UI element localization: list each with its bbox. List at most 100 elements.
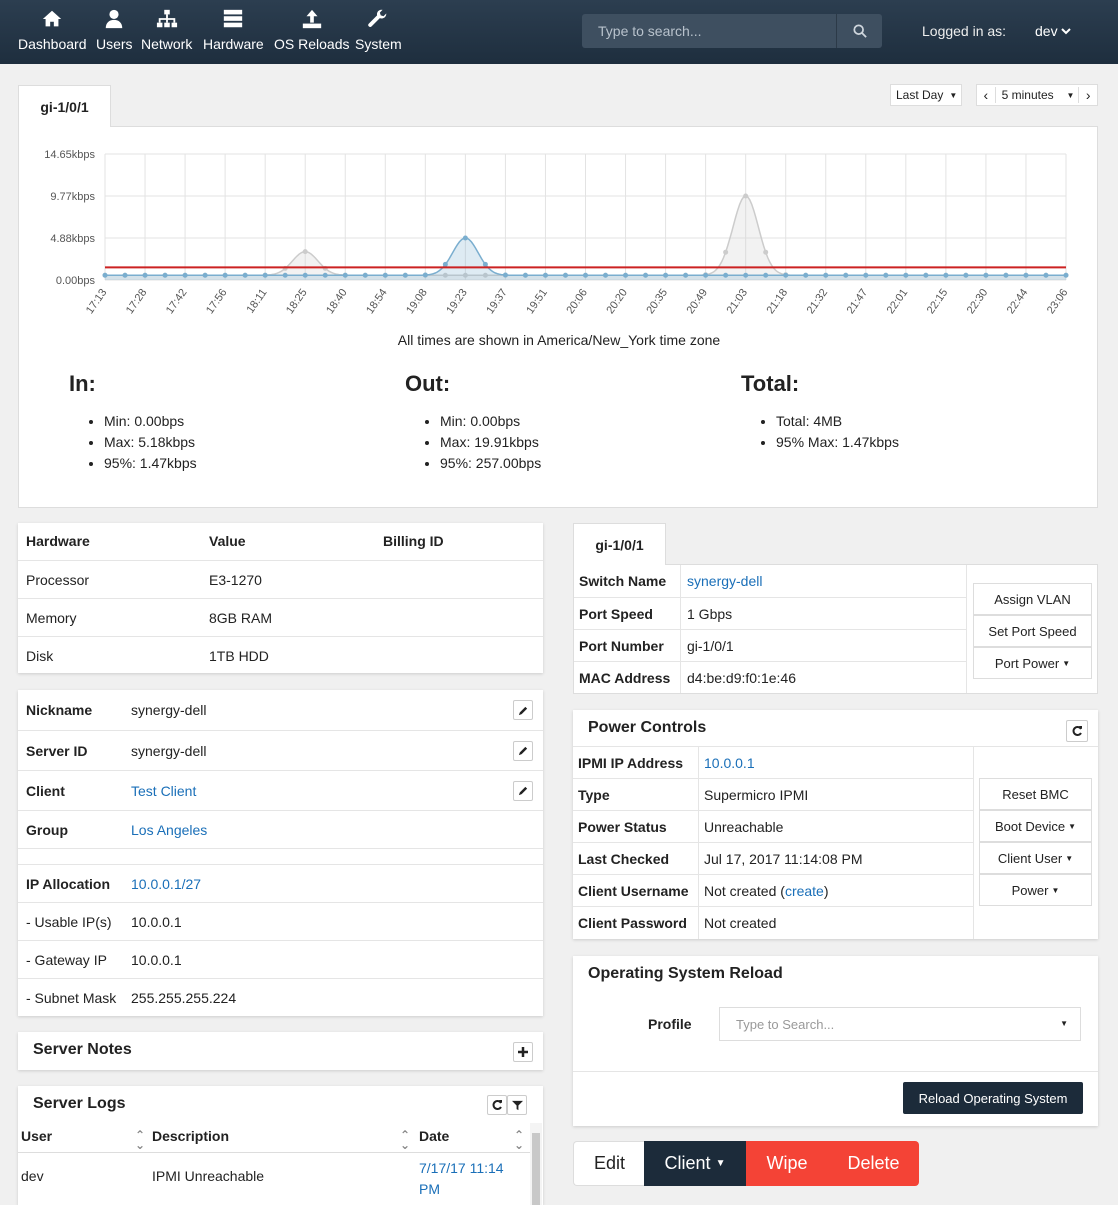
data-point <box>122 272 128 278</box>
client-password-row: Client Password Not created <box>573 906 973 939</box>
server-id-label: Server ID <box>26 742 88 759</box>
logs-header-date[interactable]: Date ⌃ ⌄ <box>419 1128 528 1151</box>
client-link[interactable]: Test Client <box>131 782 197 799</box>
nav-os-reloads[interactable]: OS Reloads <box>274 8 349 52</box>
switch-name-row: Switch Name synergy-dell <box>574 565 967 597</box>
server-info-card: Nickname synergy-dell Server ID synergy-… <box>18 690 543 1016</box>
usable-ip-value: 10.0.0.1 <box>131 913 182 930</box>
wipe-button[interactable]: Wipe <box>746 1141 828 1186</box>
client-user-label: Client User <box>997 850 1063 866</box>
range-select[interactable]: Last Day ▼ <box>890 84 962 106</box>
refresh-logs-button[interactable] <box>487 1095 507 1115</box>
ip-allocation-link[interactable]: 10.0.0.1/27 <box>131 875 202 892</box>
data-point <box>102 272 108 278</box>
tab-port-graph[interactable]: gi-1/0/1 <box>18 85 111 127</box>
os-reload-title: Operating System Reload <box>588 965 783 982</box>
nav-dashboard[interactable]: Dashboard <box>18 8 87 52</box>
data-point <box>522 272 528 278</box>
wipe-label: Wipe <box>766 1153 808 1173</box>
caret-down-icon: ▼ <box>715 1158 726 1169</box>
x-tick-label: 19:51 <box>524 287 550 316</box>
filter-logs-button[interactable] <box>507 1095 527 1115</box>
upload-icon <box>302 9 321 29</box>
filter-icon <box>511 1100 523 1110</box>
data-point <box>302 249 308 255</box>
user-menu[interactable]: dev <box>1035 23 1072 39</box>
refresh-icon <box>1072 726 1082 736</box>
nav-network[interactable]: Network <box>141 8 192 52</box>
edit-nickname-button[interactable] <box>513 700 533 720</box>
client-menu-label: Client <box>664 1153 711 1173</box>
hardware-value: E3-1270 <box>209 571 262 588</box>
logs-header-description[interactable]: Description ⌃ ⌄ <box>152 1128 414 1151</box>
nav-hardware-label: Hardware <box>203 36 264 52</box>
search-icon <box>852 24 867 38</box>
log-date-link[interactable]: 7/17/17 11:14 PM <box>419 1160 504 1197</box>
log-user: dev <box>21 1168 44 1184</box>
boot-device-button[interactable]: Boot Device ▼ <box>979 810 1092 842</box>
tab-port-graph-label: gi-1/0/1 <box>40 98 89 115</box>
logs-header-user[interactable]: User ⌃ ⌄ <box>21 1128 149 1151</box>
client-username-label: Client Username <box>578 882 689 899</box>
hardware-card: Hardware Value Billing ID Processor E3-1… <box>18 523 543 673</box>
reset-bmc-button[interactable]: Reset BMC <box>979 778 1092 810</box>
data-point <box>683 272 689 278</box>
stats-out-max: Max: 19.91kbps <box>440 432 541 453</box>
nav-system[interactable]: System <box>355 8 402 52</box>
edit-client-button[interactable] <box>513 780 533 801</box>
nav-users[interactable]: Users <box>96 8 133 52</box>
port-power-button[interactable]: Port Power ▼ <box>973 647 1092 679</box>
boot-device-label: Boot Device <box>994 818 1066 834</box>
logs-header-date-label: Date <box>419 1128 450 1144</box>
edit-server-id-button[interactable] <box>513 740 533 761</box>
username: dev <box>1035 23 1058 39</box>
assign-vlan-button[interactable]: Assign VLAN <box>973 583 1092 615</box>
profile-label: Profile <box>648 1016 692 1032</box>
reload-os-button[interactable]: Reload Operating System <box>903 1082 1083 1114</box>
interval-value[interactable]: 5 minutes <box>1001 88 1054 102</box>
table-row: Disk 1TB HDD <box>18 636 543 674</box>
data-point <box>342 272 348 278</box>
refresh-power-button[interactable] <box>1066 720 1088 742</box>
client-user-button[interactable]: Client User ▼ <box>979 842 1092 874</box>
ipmi-link[interactable]: 10.0.0.1 <box>704 754 755 771</box>
create-client-user-link[interactable]: create <box>784 882 824 899</box>
divider <box>973 746 974 939</box>
edit-button[interactable]: Edit <box>573 1141 645 1186</box>
tab-port[interactable]: gi-1/0/1 <box>573 523 666 565</box>
search-input[interactable] <box>582 14 836 48</box>
data-point <box>1003 272 1009 278</box>
mac-label: MAC Address <box>579 669 671 686</box>
stats-out: Out: Min: 0.00bps Max: 19.91kbps 95%: 25… <box>405 371 541 474</box>
nav-hardware[interactable]: Hardware <box>203 8 264 52</box>
logged-in-label: Logged in as: <box>922 23 1007 39</box>
x-tick-label: 21:47 <box>845 287 871 316</box>
data-point <box>542 272 548 278</box>
next-interval-button[interactable]: › <box>1078 87 1097 103</box>
data-point <box>442 272 448 278</box>
delete-button[interactable]: Delete <box>828 1141 919 1186</box>
power-button[interactable]: Power ▼ <box>979 874 1092 906</box>
x-tick-label: 21:03 <box>725 287 751 316</box>
data-point <box>963 272 969 278</box>
add-note-button[interactable] <box>513 1042 533 1062</box>
logs-scrollbar[interactable] <box>530 1123 542 1205</box>
data-point <box>863 272 869 278</box>
search-button[interactable] <box>836 14 882 48</box>
stats-in: In: Min: 0.00bps Max: 5.18kbps 95%: 1.47… <box>69 371 197 474</box>
top-navbar: Dashboard Users Network Hardware OS Relo… <box>0 0 1118 64</box>
group-link[interactable]: Los Angeles <box>131 821 208 838</box>
logs-scrollbar-thumb[interactable] <box>532 1133 540 1205</box>
prev-interval-button[interactable]: ‹ <box>977 87 996 103</box>
switch-name-link[interactable]: synergy-dell <box>687 573 763 589</box>
subnet-row: - Subnet Mask 255.255.255.224 <box>18 978 543 1016</box>
set-port-speed-button[interactable]: Set Port Speed <box>973 615 1092 647</box>
hardware-name: Disk <box>26 647 54 664</box>
subnet-value: 255.255.255.224 <box>131 989 237 1006</box>
x-tick-label: 17:13 <box>84 287 110 316</box>
profile-select[interactable]: Type to Search... ▼ <box>719 1007 1081 1041</box>
data-point <box>723 272 729 278</box>
data-point <box>322 272 328 278</box>
stats-in-95: 95%: 1.47kbps <box>104 453 197 474</box>
client-menu-button[interactable]: Client ▼ <box>644 1141 746 1186</box>
